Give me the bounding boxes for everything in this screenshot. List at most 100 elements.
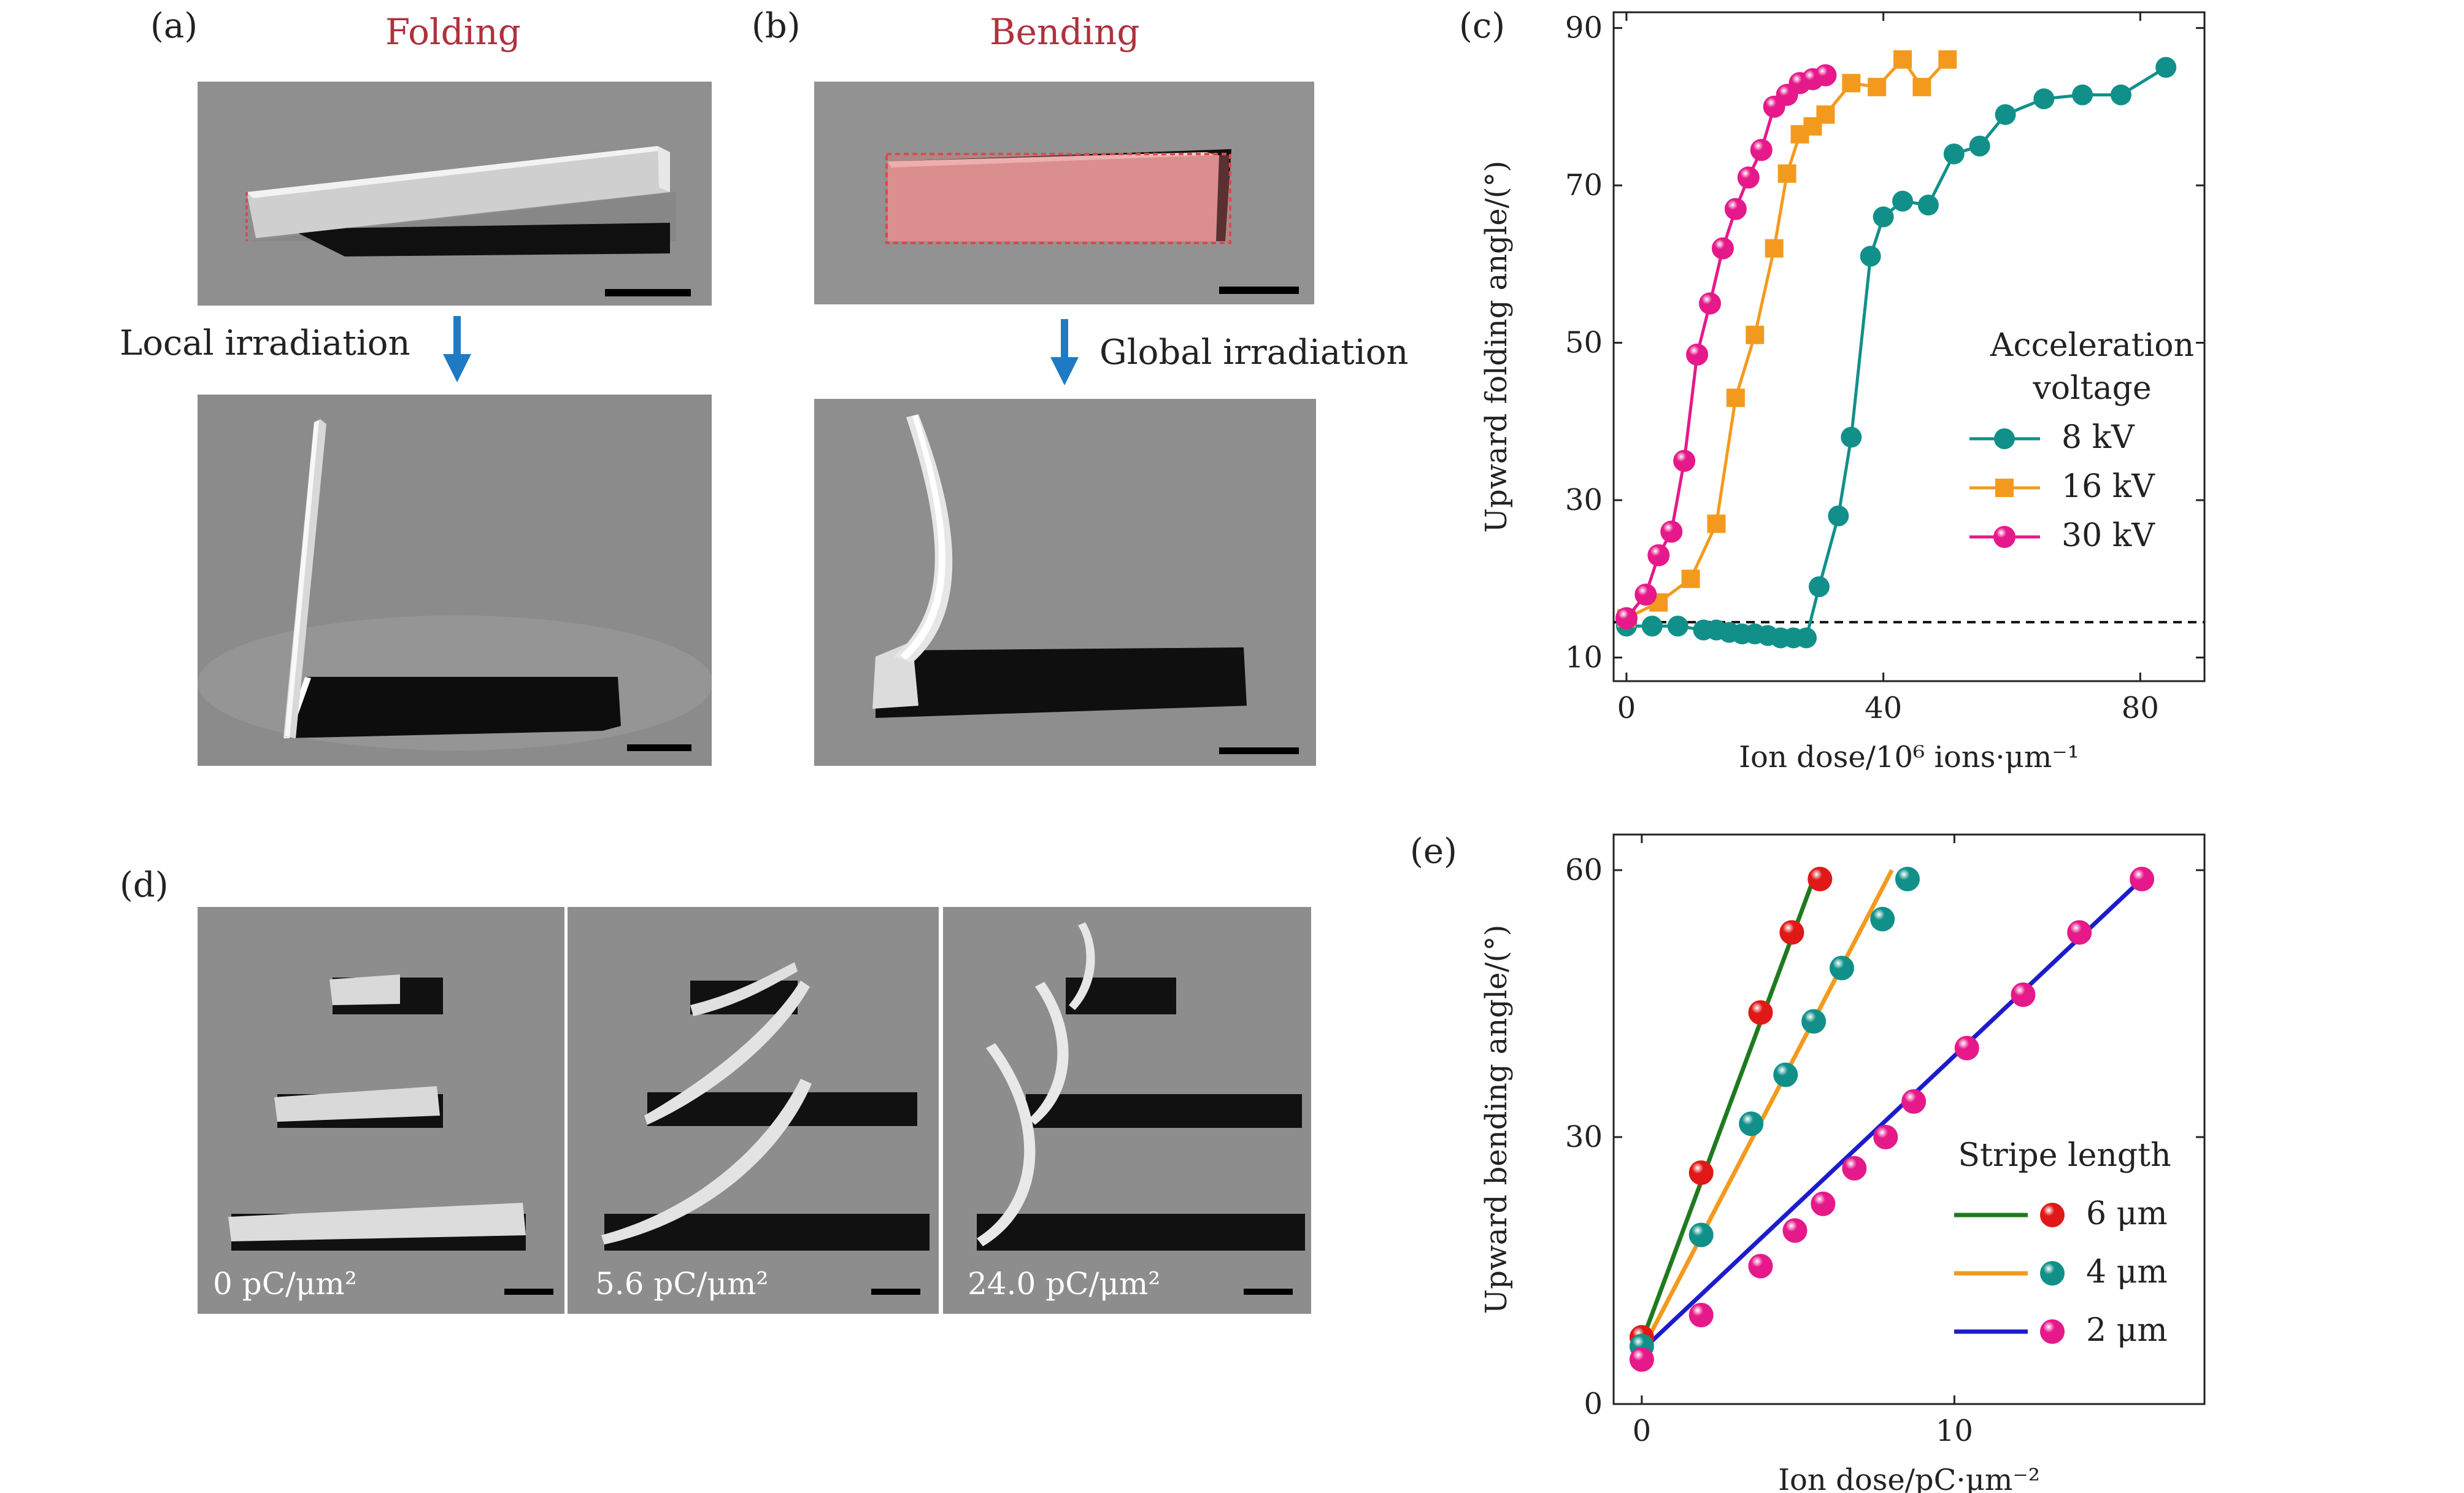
dose-label-24: 24.0 pC/μm² [968,1266,1161,1302]
chart-e: 0 10 0 30 60 Ion dose/pC·μm⁻² Upward bending a… [1460,816,2246,1493]
fit-line-1 [1639,869,1894,1352]
legend-label: 4 μm [2086,1254,2168,1290]
sem-image-dose-24: 24.0 pC/μm² [943,907,1311,1314]
data-point [1969,136,1990,156]
data-point [1746,325,1765,344]
data-point [1634,583,1657,606]
chart-e-svg: 0 10 0 30 60 Ion dose/pC·μm⁻² Upward bending a… [1479,833,2206,1493]
data-point [1748,1000,1773,1025]
legend-marker [1995,479,2014,497]
legend-title: Acceleration [1990,327,2194,364]
y-axis-label: Upward bending angle/(°) [1479,925,1514,1314]
data-point [2155,56,2177,78]
legend-label: 2 μm [2086,1312,2168,1349]
sem-image-bending-before [814,82,1314,304]
data-point [2011,982,2036,1007]
x-tick-label: 0 [1633,1414,1652,1448]
data-point [1726,388,1745,407]
data-point [1629,1347,1654,1372]
data-point [1688,1222,1714,1248]
legend-marker [1993,526,2015,548]
data-point [1699,292,1722,315]
y-tick-label: 70 [1565,168,1603,203]
data-point [1779,920,1804,945]
legend-title: Stripe length [1958,1137,2171,1174]
data-point [2033,88,2055,110]
panel-a-label: (a) [150,6,198,46]
fit-line-2 [1640,877,2144,1352]
x-tick-label: 0 [1617,691,1636,725]
panel-d-label: (d) [120,865,169,905]
data-point [1828,505,1849,527]
data-point [2110,84,2131,106]
panel-a-title: Folding [385,11,521,53]
legend-marker [1994,428,2015,449]
data-point [1901,1089,1927,1114]
chart-c: 0 40 80 10 30 50 70 90 Ion dose/10⁶ ions·μm⁻¹ Upw… [1460,0,2246,804]
data-point [1893,50,1912,69]
data-point [1711,237,1734,260]
data-point [1707,514,1726,533]
x-axis-label: Ion dose/pC·μm⁻² [1778,1463,2040,1493]
panel-b-title: Bending [990,11,1140,53]
data-point [1688,1160,1714,1185]
sem-image-folding-after [198,395,712,766]
data-point [1750,139,1773,161]
panel-c-label: (c) [1459,6,1506,46]
x-tick-label: 40 [1865,691,1902,725]
legend-label: 16 kV [2062,468,2155,505]
data-point [1615,607,1638,630]
panel-b-label: (b) [752,6,801,46]
data-point [1641,615,1663,637]
data-point [1814,64,1837,87]
y-axis-label: Upward folding angle/(°) [1479,161,1514,533]
data-point [1870,906,1895,932]
data-point [1681,569,1700,588]
data-point [1782,1218,1808,1243]
sem-image-dose-5-6: 5.6 pC/μm² [568,907,939,1314]
series-line-1 [1625,56,1949,620]
legend-marker [2040,1261,2065,1286]
data-point [1647,544,1670,566]
data-point [1873,206,1894,228]
data-point [1995,104,2016,125]
data-point [1673,449,1696,472]
y-tick-label: 10 [1565,641,1603,675]
data-point [1748,1254,1773,1279]
data-point [1808,576,1830,598]
data-point [1912,77,1931,96]
data-point [1860,245,1881,267]
data-point [1938,50,1957,69]
y-tick-label: 90 [1565,11,1603,45]
x-axis-label: Ion dose/10⁶ ions·μm⁻¹ [1739,740,2079,774]
y-tick-label: 30 [1565,483,1603,517]
data-point [1765,239,1784,258]
data-point [2067,920,2092,945]
series-line-2 [1625,74,1827,619]
data-point [1724,198,1747,220]
plot-frame [1612,833,2206,1405]
data-point [1895,866,1920,892]
data-point [2130,866,2155,892]
plot-frame [1612,11,2206,682]
sem-image-folding-before [198,82,712,306]
data-point [2072,84,2093,106]
data-point [1773,1062,1798,1087]
chart-c-svg: 0 40 80 10 30 50 70 90 Ion dose/10⁶ ions·μm⁻¹ Upw… [1479,11,2206,774]
data-point [1811,1191,1836,1216]
dose-label-5-6: 5.6 pC/μm² [595,1266,769,1302]
legend-marker [2040,1319,2065,1344]
data-point [1737,166,1760,189]
local-irradiation-label: Local irradiation [120,323,410,363]
legend-label: 6 μm [2086,1195,2168,1232]
data-point [1841,426,1862,448]
legend-label: 8 kV [2062,419,2135,456]
legend-label: 30 kV [2062,517,2155,554]
data-point [1667,615,1688,637]
arrow-down-icon [1050,319,1079,385]
data-point [1686,343,1709,366]
data-point [1842,74,1861,93]
y-tick-label: 0 [1584,1387,1603,1421]
y-tick-label: 60 [1565,853,1603,887]
y-tick-label: 50 [1565,326,1603,360]
